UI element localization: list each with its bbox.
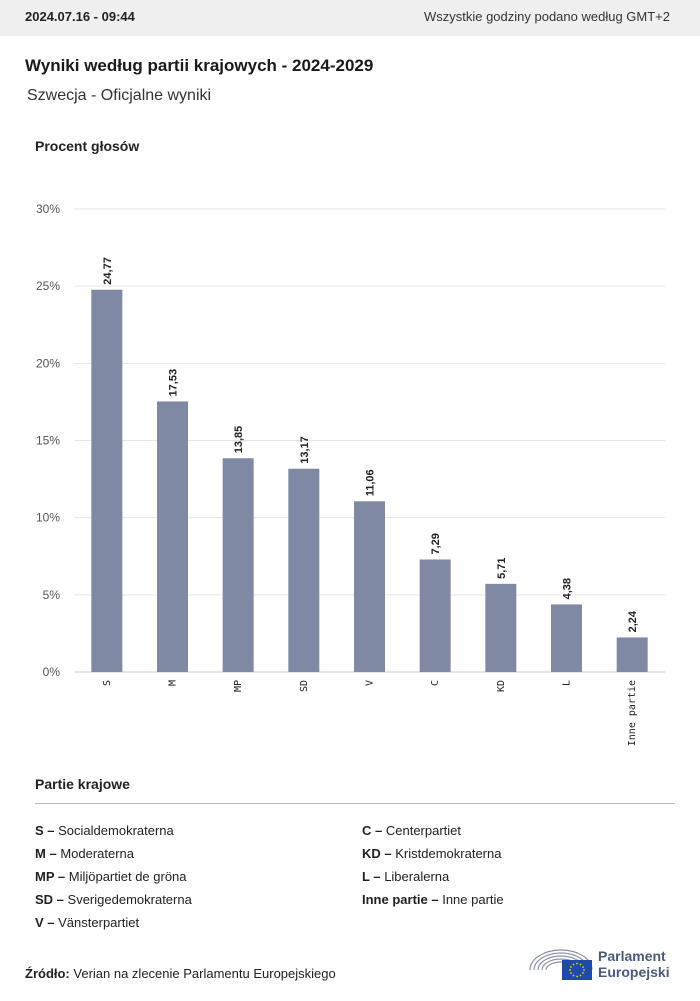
x-tick-label: M — [168, 680, 179, 686]
bar — [485, 583, 517, 672]
parliament-building-icon — [529, 949, 593, 980]
y-tick-label: 15% — [36, 434, 60, 448]
legend-party-name: Moderaterna — [60, 846, 135, 861]
logo-text-line1: Parlament — [598, 948, 666, 964]
logo-text-line2: Europejski — [598, 964, 670, 980]
legend-abbr: SD — [35, 892, 54, 907]
legend-item-sd: SD – Sverigedemokraterna — [35, 892, 192, 907]
y-tick-label: 0% — [43, 665, 61, 679]
source-note: Źródło: Verian na zlecenie Parlamentu Eu… — [25, 966, 336, 981]
x-tick-label: S — [102, 680, 113, 686]
bar — [288, 468, 320, 672]
legend-item-v: V – Vänsterpartiet — [35, 915, 140, 930]
legend-abbr: V — [35, 915, 44, 930]
bar — [157, 401, 188, 672]
source-text: Verian na zlecenie Parlamentu Europejski… — [73, 966, 336, 981]
legend-divider — [35, 803, 675, 804]
legend-abbr: Inne partie — [362, 892, 428, 907]
x-tick-label: C — [430, 680, 441, 686]
legend-item-s: S – Socialdemokraterna — [35, 823, 174, 838]
bar-value-label: 13,85 — [233, 426, 245, 454]
legend-title: Partie krajowe — [35, 776, 130, 792]
legend-abbr: M — [35, 846, 46, 861]
legend-party-name: Socialdemokraterna — [58, 823, 174, 838]
bar-value-label: 24,77 — [102, 257, 114, 285]
legend-party-name: Centerpartiet — [385, 823, 462, 838]
x-tick-label: KD — [496, 680, 507, 692]
bar — [419, 559, 451, 672]
y-tick-label: 30% — [36, 202, 60, 216]
legend-column-right: C – Centerpartiet KD – Kristdemokraterna… — [362, 822, 504, 914]
y-tick-label: 5% — [43, 588, 61, 602]
bar — [551, 604, 582, 672]
legend-party-name: Vänsterpartiet — [58, 915, 140, 930]
legend-abbr: MP — [35, 869, 55, 884]
y-tick-label: 10% — [36, 511, 60, 525]
legend-item-mp: MP – Miljöpartiet de gröna — [35, 869, 187, 884]
y-tick-label: 25% — [36, 279, 60, 293]
legend-party-name: Inne partie — [442, 892, 504, 907]
bar-value-label: 5,71 — [496, 557, 508, 578]
page-title: Wyniki według partii krajowych - 2024-20… — [25, 56, 374, 75]
legend-item-inne-partie: Inne partie – Inne partie — [362, 892, 504, 907]
bar — [222, 458, 254, 672]
bar — [91, 289, 123, 672]
european-parliament-logo: Parlament Europejski — [528, 942, 678, 982]
legend-column-left: S – Socialdemokraterna M – Moderaterna M… — [35, 822, 192, 937]
legend-item-c: C – Centerpartiet — [362, 823, 462, 838]
legend-abbr: KD — [362, 846, 381, 861]
top-bar: 2024.07.16 - 09:44 Wszystkie godziny pod… — [0, 0, 700, 36]
timestamp: 2024.07.16 - 09:44 — [25, 9, 135, 24]
legend-item-l: L – Liberalerna — [362, 869, 450, 884]
page-subtitle: Szwecja - Oficjalne wyniki — [27, 87, 212, 104]
bar — [616, 637, 648, 672]
legend-item-kd: KD – Kristdemokraterna — [362, 846, 502, 861]
legend-party-name: Sverigedemokraterna — [67, 892, 192, 907]
legend-abbr: C — [362, 823, 372, 838]
source-label: Źródło: — [25, 966, 70, 981]
x-tick-label: Inne partie — [627, 680, 638, 746]
legend-abbr: L — [362, 869, 370, 884]
bar-chart: 0% 5% 10% 15% 20% 25% 30% 24,77 S 17,53 M 13,85 MP 13… — [36, 202, 665, 746]
bar-value-label: 2,24 — [627, 610, 639, 632]
bar-value-label: 13,17 — [299, 436, 311, 464]
y-tick-label: 20% — [36, 356, 60, 370]
legend-item-m: M – Moderaterna — [35, 846, 135, 861]
bar-value-label: 17,53 — [168, 369, 180, 397]
timezone-note: Wszystkie godziny podano według GMT+2 — [423, 9, 670, 24]
x-tick-label: V — [365, 680, 376, 686]
bar-value-label: 7,29 — [430, 533, 442, 554]
y-axis-label: Procent głosów — [35, 138, 140, 154]
legend-abbr: S — [35, 823, 44, 838]
bar — [354, 501, 385, 672]
x-tick-label: SD — [299, 680, 310, 692]
bar-value-label: 4,38 — [562, 578, 574, 599]
legend-party-name: Kristdemokraterna — [395, 846, 502, 861]
x-tick-label: MP — [233, 680, 244, 692]
legend-party-name: Miljöpartiet de gröna — [68, 869, 187, 884]
legend-party-name: Liberalerna — [384, 869, 450, 884]
bar-value-label: 11,06 — [365, 469, 377, 496]
x-tick-label: L — [562, 680, 573, 686]
